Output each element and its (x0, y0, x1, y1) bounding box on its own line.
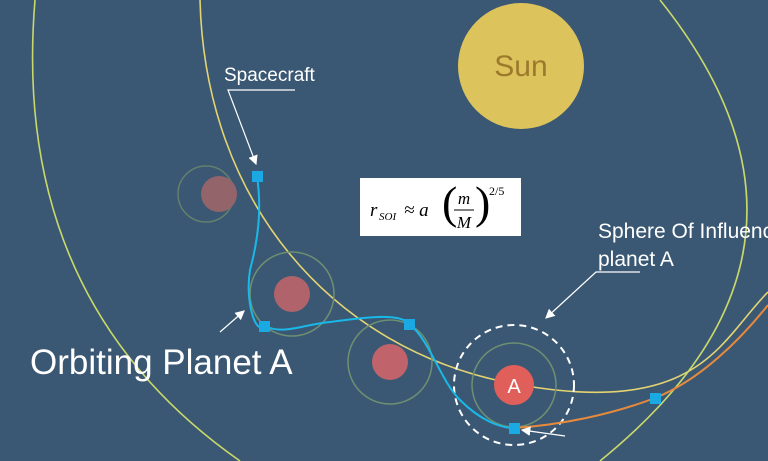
formula-box (360, 178, 521, 236)
planet-ghost (372, 344, 408, 380)
planet-ring (347, 319, 433, 405)
formula-numerator: m (458, 189, 470, 208)
trajectory (247, 175, 515, 429)
spacecraft-markers (252, 171, 661, 434)
planet-ring (249, 251, 335, 337)
spacecraft-label: Spacecraft (224, 65, 316, 86)
formula-relation: ≈ a (404, 200, 429, 221)
soi-label: Sphere Of Influence (598, 220, 768, 243)
spacecraft-marker (404, 319, 415, 330)
paren: ) (475, 177, 490, 228)
outer-orbit-right (599, 0, 748, 461)
spacecraft-marker (509, 423, 520, 434)
spacecraft-marker (252, 171, 263, 182)
spacecraft-marker (259, 321, 270, 332)
soi-label: planet A (598, 248, 674, 271)
sun (458, 3, 584, 129)
planet-ghost (274, 276, 310, 312)
orbiting-pointer (219, 310, 245, 333)
paren: ( (442, 177, 457, 228)
formula-subscript: SOI (379, 211, 397, 223)
spacecraft-pointer (227, 89, 295, 166)
formula-denominator: M (456, 213, 472, 232)
planet-ghost (201, 176, 237, 212)
soi-pointer (545, 271, 640, 319)
orbiting-label: Orbiting Planet A (30, 343, 293, 382)
outer-orbit (31, 0, 241, 461)
formula-exponent: 2/5 (489, 184, 504, 198)
sun-label: Sun (494, 50, 547, 83)
planet-a (494, 365, 534, 405)
sphere-of-influence (453, 324, 575, 446)
formula-symbol: r (370, 200, 378, 221)
planet-a-label: A (507, 376, 521, 398)
planet-orbit (199, 0, 768, 394)
spacecraft-marker (650, 393, 661, 404)
exit-pointer (520, 426, 566, 437)
